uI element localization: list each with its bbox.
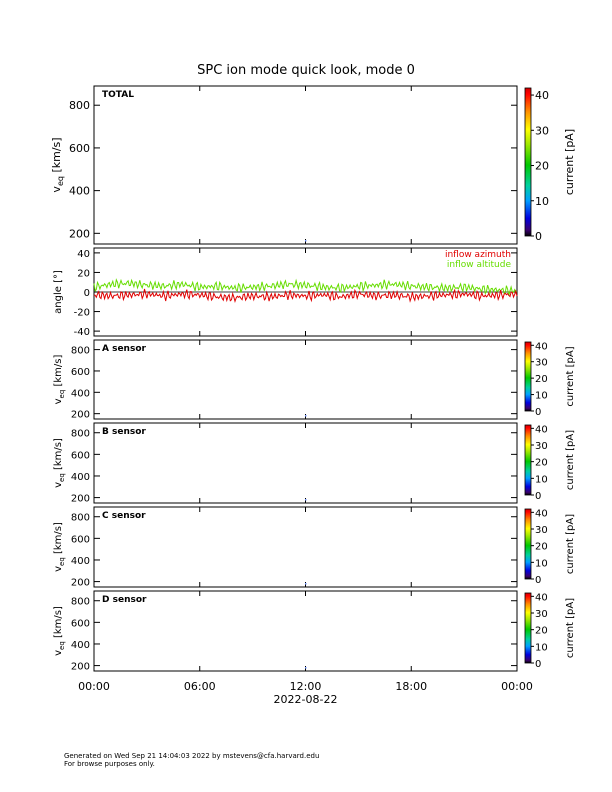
- colorbar-tick-label: 20: [535, 626, 548, 637]
- y-axis-label: angle [°]: [53, 270, 64, 314]
- panel-label: B sensor: [102, 427, 146, 437]
- y-tick-label: 200: [71, 494, 90, 505]
- colorbar-label: current [pA]: [565, 598, 576, 658]
- colorbar-tick-label: 0: [535, 230, 542, 243]
- series-line-altitude: [93, 278, 518, 296]
- data-speck: [305, 415, 307, 417]
- y-tick-label: 400: [71, 472, 90, 483]
- colorbar: [524, 87, 532, 237]
- panel-frame: [93, 85, 518, 245]
- panel-frame: [93, 339, 518, 420]
- panel-label: A sensor: [102, 344, 147, 354]
- series-line-azimuth: [93, 288, 518, 304]
- y-tick-label: 800: [71, 513, 90, 524]
- y-tick-label: 800: [71, 597, 90, 608]
- chart-title: SPC ion mode quick look, mode 0: [197, 63, 415, 78]
- colorbar-label: current [pA]: [565, 346, 576, 406]
- y-tick-label: 400: [69, 185, 90, 198]
- colorbar-tick-label: 0: [535, 575, 541, 586]
- x-tick-label: 00:00: [78, 680, 110, 693]
- colorbar: [524, 424, 532, 496]
- colorbar: [524, 592, 532, 664]
- y-tick-label: -40: [74, 327, 90, 338]
- y-tick-label: 800: [71, 429, 90, 440]
- y-tick-label: 200: [71, 410, 90, 421]
- y-axis-label: veq [km/s]: [50, 137, 65, 192]
- colorbar: [524, 341, 532, 412]
- colorbar-tick-label: 20: [535, 542, 548, 553]
- footer: Generated on Wed Sep 21 14:04:03 2022 by…: [64, 752, 319, 768]
- colorbar-tick-label: 40: [535, 341, 548, 352]
- y-tick-label: 400: [71, 556, 90, 567]
- colorbar-tick-label: 40: [535, 592, 548, 603]
- y-tick-label: 600: [69, 142, 90, 155]
- y-tick-label: 600: [71, 534, 90, 545]
- colorbar-tick-label: 10: [535, 642, 548, 653]
- y-tick-label: -20: [74, 308, 90, 319]
- panel-frame: [93, 590, 518, 672]
- y-tick-label: 400: [71, 640, 90, 651]
- colorbar-tick-label: 10: [535, 391, 548, 402]
- y-tick-label: 600: [71, 618, 90, 629]
- panel-frame: [93, 422, 518, 504]
- colorbar-label: current [pA]: [565, 430, 576, 490]
- colorbar-tick-label: 20: [535, 374, 548, 385]
- y-axis-label: veq [km/s]: [53, 522, 66, 572]
- colorbar-label: current [pA]: [565, 514, 576, 574]
- colorbar-tick-label: 0: [535, 407, 541, 418]
- colorbar-tick-label: 30: [535, 124, 549, 137]
- y-tick-label: 20: [77, 268, 90, 279]
- legend-entry-altitude: inflow altitude: [447, 260, 512, 270]
- x-tick-label: 18:00: [395, 680, 427, 693]
- x-tick-label: 06:00: [184, 680, 216, 693]
- colorbar-tick-label: 40: [535, 89, 549, 102]
- y-tick-label: 200: [71, 578, 90, 589]
- colorbar-tick-label: 0: [535, 659, 541, 670]
- x-tick-label: 00:00: [501, 680, 533, 693]
- y-tick-label: 400: [71, 388, 90, 399]
- colorbar: [524, 508, 532, 580]
- data-speck: [305, 583, 307, 585]
- y-tick-label: 600: [71, 367, 90, 378]
- x-date-label: 2022-08-22: [274, 693, 338, 706]
- colorbar-tick-label: 0: [535, 491, 541, 502]
- panel-label: C sensor: [102, 511, 146, 521]
- colorbar-tick-label: 30: [535, 609, 548, 620]
- y-tick-label: 200: [69, 227, 90, 240]
- y-tick-label: 200: [71, 662, 90, 673]
- y-tick-label: 800: [69, 99, 90, 112]
- y-tick-label: 800: [71, 346, 90, 357]
- data-speck: [305, 667, 307, 669]
- y-axis-label: veq [km/s]: [53, 606, 66, 656]
- colorbar-tick-label: 40: [535, 508, 548, 519]
- colorbar-label: current [pA]: [563, 129, 576, 195]
- data-speck: [305, 499, 307, 501]
- colorbar-tick-label: 30: [535, 358, 548, 369]
- panel-label: D sensor: [102, 595, 147, 605]
- footer-generated-line: Generated on Wed Sep 21 14:04:03 2022 by…: [64, 752, 320, 760]
- colorbar-tick-label: 20: [535, 160, 549, 173]
- y-tick-label: 40: [77, 249, 90, 260]
- panel-frame: [93, 506, 518, 588]
- y-tick-label: 600: [71, 450, 90, 461]
- colorbar-tick-label: 30: [535, 525, 548, 536]
- colorbar-tick-label: 10: [535, 195, 549, 208]
- colorbar-tick-label: 10: [535, 558, 548, 569]
- colorbar-tick-label: 10: [535, 474, 548, 485]
- y-axis-label: veq [km/s]: [53, 355, 66, 405]
- legend-entry-azimuth: inflow azimuth: [445, 250, 511, 260]
- panel-label: TOTAL: [102, 90, 134, 100]
- colorbar-tick-label: 30: [535, 441, 548, 452]
- x-tick-label: 12:00: [290, 680, 322, 693]
- y-axis-label: veq [km/s]: [53, 438, 66, 488]
- data-speck: [305, 240, 307, 242]
- y-tick-label: 0: [84, 288, 90, 299]
- colorbar-tick-label: 20: [535, 458, 548, 469]
- colorbar-tick-label: 40: [535, 424, 548, 435]
- footer-browse-note: For browse purposes only.: [64, 760, 155, 768]
